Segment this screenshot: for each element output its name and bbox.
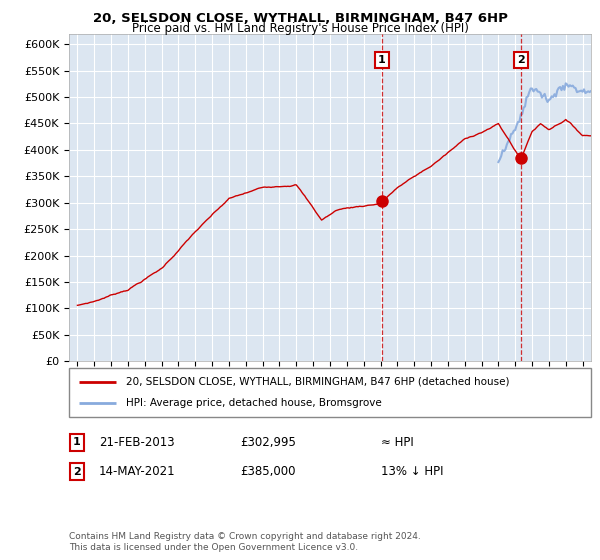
FancyBboxPatch shape [69, 368, 591, 417]
Text: 2: 2 [73, 466, 80, 477]
Text: 14-MAY-2021: 14-MAY-2021 [99, 465, 176, 478]
Text: 2: 2 [517, 55, 525, 65]
Text: £302,995: £302,995 [240, 436, 296, 449]
Text: 20, SELSDON CLOSE, WYTHALL, BIRMINGHAM, B47 6HP (detached house): 20, SELSDON CLOSE, WYTHALL, BIRMINGHAM, … [127, 377, 510, 387]
Text: 20, SELSDON CLOSE, WYTHALL, BIRMINGHAM, B47 6HP: 20, SELSDON CLOSE, WYTHALL, BIRMINGHAM, … [92, 12, 508, 25]
Text: 1: 1 [73, 437, 80, 447]
Text: 21-FEB-2013: 21-FEB-2013 [99, 436, 175, 449]
Text: £385,000: £385,000 [240, 465, 296, 478]
Text: 1: 1 [378, 55, 386, 65]
Text: ≈ HPI: ≈ HPI [381, 436, 414, 449]
Text: Price paid vs. HM Land Registry's House Price Index (HPI): Price paid vs. HM Land Registry's House … [131, 22, 469, 35]
Text: 13% ↓ HPI: 13% ↓ HPI [381, 465, 443, 478]
Text: HPI: Average price, detached house, Bromsgrove: HPI: Average price, detached house, Brom… [127, 398, 382, 408]
Text: Contains HM Land Registry data © Crown copyright and database right 2024.
This d: Contains HM Land Registry data © Crown c… [69, 532, 421, 552]
